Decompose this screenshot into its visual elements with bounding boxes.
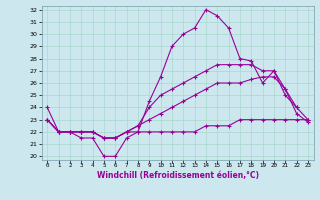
X-axis label: Windchill (Refroidissement éolien,°C): Windchill (Refroidissement éolien,°C) (97, 171, 259, 180)
